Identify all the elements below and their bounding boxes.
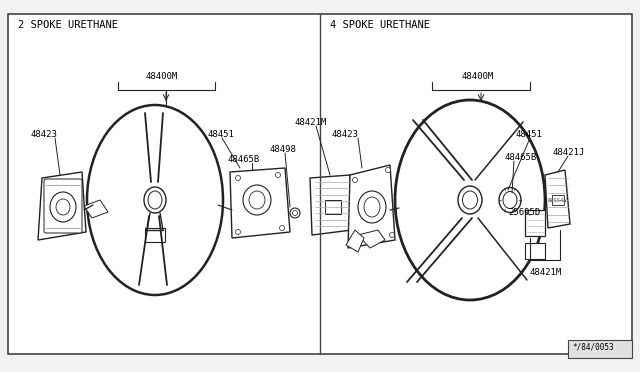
Ellipse shape <box>249 191 265 209</box>
Ellipse shape <box>458 186 482 214</box>
Ellipse shape <box>280 225 285 231</box>
Text: 48421M: 48421M <box>295 118 327 127</box>
Polygon shape <box>38 172 86 240</box>
Ellipse shape <box>275 173 280 177</box>
Bar <box>325 200 341 214</box>
Ellipse shape <box>290 208 300 218</box>
Text: 48498: 48498 <box>270 145 297 154</box>
Text: 48400M: 48400M <box>145 72 177 81</box>
Text: 48423: 48423 <box>30 130 57 139</box>
Polygon shape <box>358 230 385 248</box>
Text: 25695D: 25695D <box>508 208 540 217</box>
Text: 48451: 48451 <box>516 130 543 139</box>
Ellipse shape <box>50 192 76 222</box>
Ellipse shape <box>56 199 70 215</box>
Ellipse shape <box>243 185 271 215</box>
Ellipse shape <box>385 167 390 173</box>
Polygon shape <box>346 230 364 252</box>
Polygon shape <box>230 168 290 238</box>
Ellipse shape <box>148 191 162 209</box>
Ellipse shape <box>499 187 521 212</box>
Text: 48423: 48423 <box>332 130 359 139</box>
Ellipse shape <box>236 230 241 234</box>
Ellipse shape <box>503 192 517 208</box>
Text: 2 SPOKE URETHANE: 2 SPOKE URETHANE <box>18 20 118 30</box>
Text: 48421M: 48421M <box>530 268 563 277</box>
Text: */84/0053: */84/0053 <box>572 343 614 352</box>
Polygon shape <box>310 175 352 235</box>
Text: 48465B: 48465B <box>505 153 537 162</box>
Bar <box>552 195 564 205</box>
Ellipse shape <box>351 240 355 244</box>
Text: 48421J: 48421J <box>553 148 585 157</box>
Ellipse shape <box>292 211 298 215</box>
Ellipse shape <box>390 232 394 237</box>
Text: 4 SPOKE URETHANE: 4 SPOKE URETHANE <box>330 20 430 30</box>
Ellipse shape <box>353 177 358 183</box>
Ellipse shape <box>463 191 477 209</box>
Ellipse shape <box>358 191 386 223</box>
Bar <box>525 210 545 236</box>
Bar <box>145 228 165 242</box>
Text: 48465B: 48465B <box>228 155 260 164</box>
Polygon shape <box>545 170 570 228</box>
Bar <box>525 243 545 259</box>
Text: 48400M: 48400M <box>462 72 494 81</box>
Ellipse shape <box>144 187 166 213</box>
Bar <box>568 340 632 358</box>
Text: 48451: 48451 <box>208 130 235 139</box>
Ellipse shape <box>87 105 223 295</box>
Ellipse shape <box>395 100 545 300</box>
Polygon shape <box>84 200 108 218</box>
Ellipse shape <box>364 197 380 217</box>
Ellipse shape <box>236 176 241 180</box>
Polygon shape <box>348 165 395 248</box>
FancyBboxPatch shape <box>44 179 82 233</box>
Text: NISSAN: NISSAN <box>547 198 567 202</box>
